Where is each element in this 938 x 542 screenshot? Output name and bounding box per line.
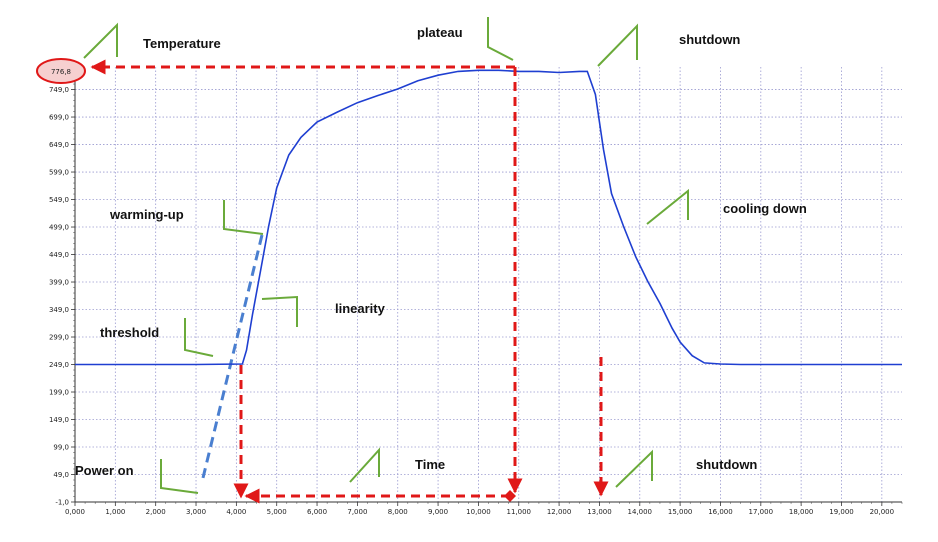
x-tick-label: 6,000 xyxy=(307,508,327,516)
x-tick-label: 13,000 xyxy=(587,508,612,516)
x-tick-label: 9,000 xyxy=(428,508,448,516)
y-tick-label: 199,0 xyxy=(49,389,69,397)
x-tick-label: 15,000 xyxy=(668,508,693,516)
x-tick-label: 16,000 xyxy=(708,508,733,516)
linearity-extrapolation xyxy=(200,234,264,483)
y-tick-label: 149,0 xyxy=(49,416,69,424)
x-tick-label: 4,000 xyxy=(226,508,246,516)
callout-warming xyxy=(223,200,264,235)
callout-linearity xyxy=(261,295,298,327)
annotation-time: Time xyxy=(415,457,445,472)
x-tick-label: 10,000 xyxy=(466,508,491,516)
y-tick-label: 699,0 xyxy=(49,114,69,122)
y-tick-label: 749,0 xyxy=(49,86,69,94)
callouts xyxy=(83,17,689,494)
x-tick-labels: 0,000 1,000 2,000 3,000 4,000 5,000 6,000 7,000… xyxy=(65,508,894,516)
series-line xyxy=(75,69,902,366)
x-tick-label: 17,000 xyxy=(749,508,774,516)
y-tick-label: 399,0 xyxy=(49,279,69,287)
x-tick-label: 7,000 xyxy=(347,508,367,516)
y-tick-label: 349,0 xyxy=(49,306,69,314)
y-tick-label: 499,0 xyxy=(49,224,69,232)
y-tick-label: 49,0 xyxy=(53,471,69,479)
y-tick-label: -1,0 xyxy=(55,499,69,507)
grid xyxy=(75,67,902,502)
markers xyxy=(90,59,609,504)
annotation-warming-up: warming-up xyxy=(109,207,184,222)
annotation-temperature: Temperature xyxy=(143,36,221,51)
callout-power-on xyxy=(160,459,199,494)
y-tick-label: 599,0 xyxy=(49,169,69,177)
annotation-shutdown-bottom: shutdown xyxy=(696,457,757,472)
x-tick-label: 1,000 xyxy=(105,508,125,516)
x-tick-label: 19,000 xyxy=(829,508,854,516)
annotation-threshold: threshold xyxy=(100,325,159,340)
y-tick-labels: -1,0 49,0 99,0 149,0 199,0 249,0 299,0 349,0 399… xyxy=(49,86,69,506)
x-tick-label: 18,000 xyxy=(789,508,814,516)
callout-shutdown-bottom xyxy=(615,449,653,488)
annotation-power-on: Power on xyxy=(75,463,134,478)
y-tick-label: 299,0 xyxy=(49,334,69,342)
callout-time xyxy=(349,447,380,483)
callout-cooling xyxy=(646,188,689,225)
x-tick-label: 5,000 xyxy=(267,508,287,516)
highlighted-value: 776,8 xyxy=(36,58,86,84)
y-tick-label: 549,0 xyxy=(49,196,69,204)
x-tick-label: 3,000 xyxy=(186,508,206,516)
highlight-ellipse xyxy=(36,58,86,84)
callout-plateau xyxy=(487,17,514,61)
x-tick-label: 12,000 xyxy=(547,508,572,516)
annotation-plateau: plateau xyxy=(417,25,463,40)
callout-temperature xyxy=(83,22,118,59)
x-tick-label: 11,000 xyxy=(507,508,532,516)
x-tick-label: 2,000 xyxy=(146,508,166,516)
x-tick-label: 14,000 xyxy=(628,508,653,516)
annotation-cooling-down: cooling down xyxy=(723,201,807,216)
highlight-value-text: 776,8 xyxy=(51,68,71,76)
annotation-linearity: linearity xyxy=(335,301,386,316)
x-tick-label: 0,000 xyxy=(65,508,85,516)
callout-shutdown-top xyxy=(597,23,638,67)
y-tick-label: 99,0 xyxy=(53,444,69,452)
x-tick-label: 8,000 xyxy=(388,508,408,516)
y-tick-label: 449,0 xyxy=(49,251,69,259)
annotations: Temperature plateau shutdown warming-up … xyxy=(75,25,807,478)
annotation-shutdown-top: shutdown xyxy=(679,32,740,47)
y-tick-label: 649,0 xyxy=(49,141,69,149)
callout-threshold xyxy=(184,318,214,357)
x-tick-label: 20,000 xyxy=(870,508,895,516)
y-tick-label: 249,0 xyxy=(49,361,69,369)
